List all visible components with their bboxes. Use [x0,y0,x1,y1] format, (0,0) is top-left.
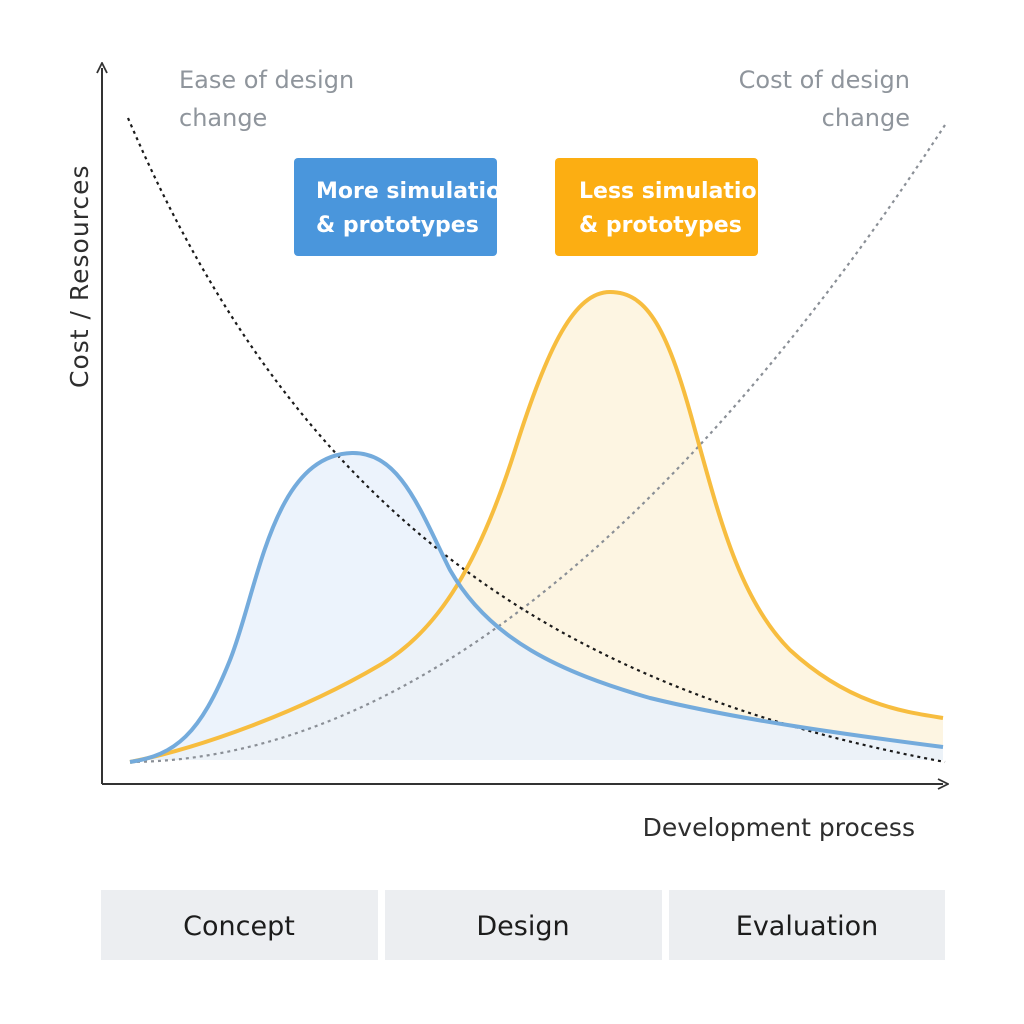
phase-design-cell [385,890,662,960]
less-simulations-line1: Less simulations [579,179,785,204]
less-simulations-box [555,158,758,256]
phase-concept: Concept [183,911,295,942]
more-simulations-area [130,452,943,762]
less-simulations-line2: & prototypes [579,213,742,238]
ease-label-line1: Ease of design [179,66,354,94]
phase-bar: Concept Design Evaluation [101,890,945,960]
ease-label-line2: change [179,104,267,132]
more-simulations-line1: More simulations [316,179,530,204]
cost-of-design-change-line [129,124,946,764]
more-simulations-box [294,158,497,256]
cost-label-line2: change [822,104,910,132]
phase-evaluation-cell [669,890,945,960]
more-simulations-line2: & prototypes [316,213,479,238]
phase-design: Design [476,911,569,942]
phase-evaluation: Evaluation [736,911,878,942]
less-simulations-area [130,292,943,762]
y-axis-label: Cost / Resources [65,164,94,388]
x-axis-label: Development process [643,813,915,842]
phase-concept-cell [101,890,378,960]
less-simulations-curve [129,289,944,764]
cost-label-line1: Cost of design [739,66,910,94]
more-simulations-curve [129,450,944,764]
